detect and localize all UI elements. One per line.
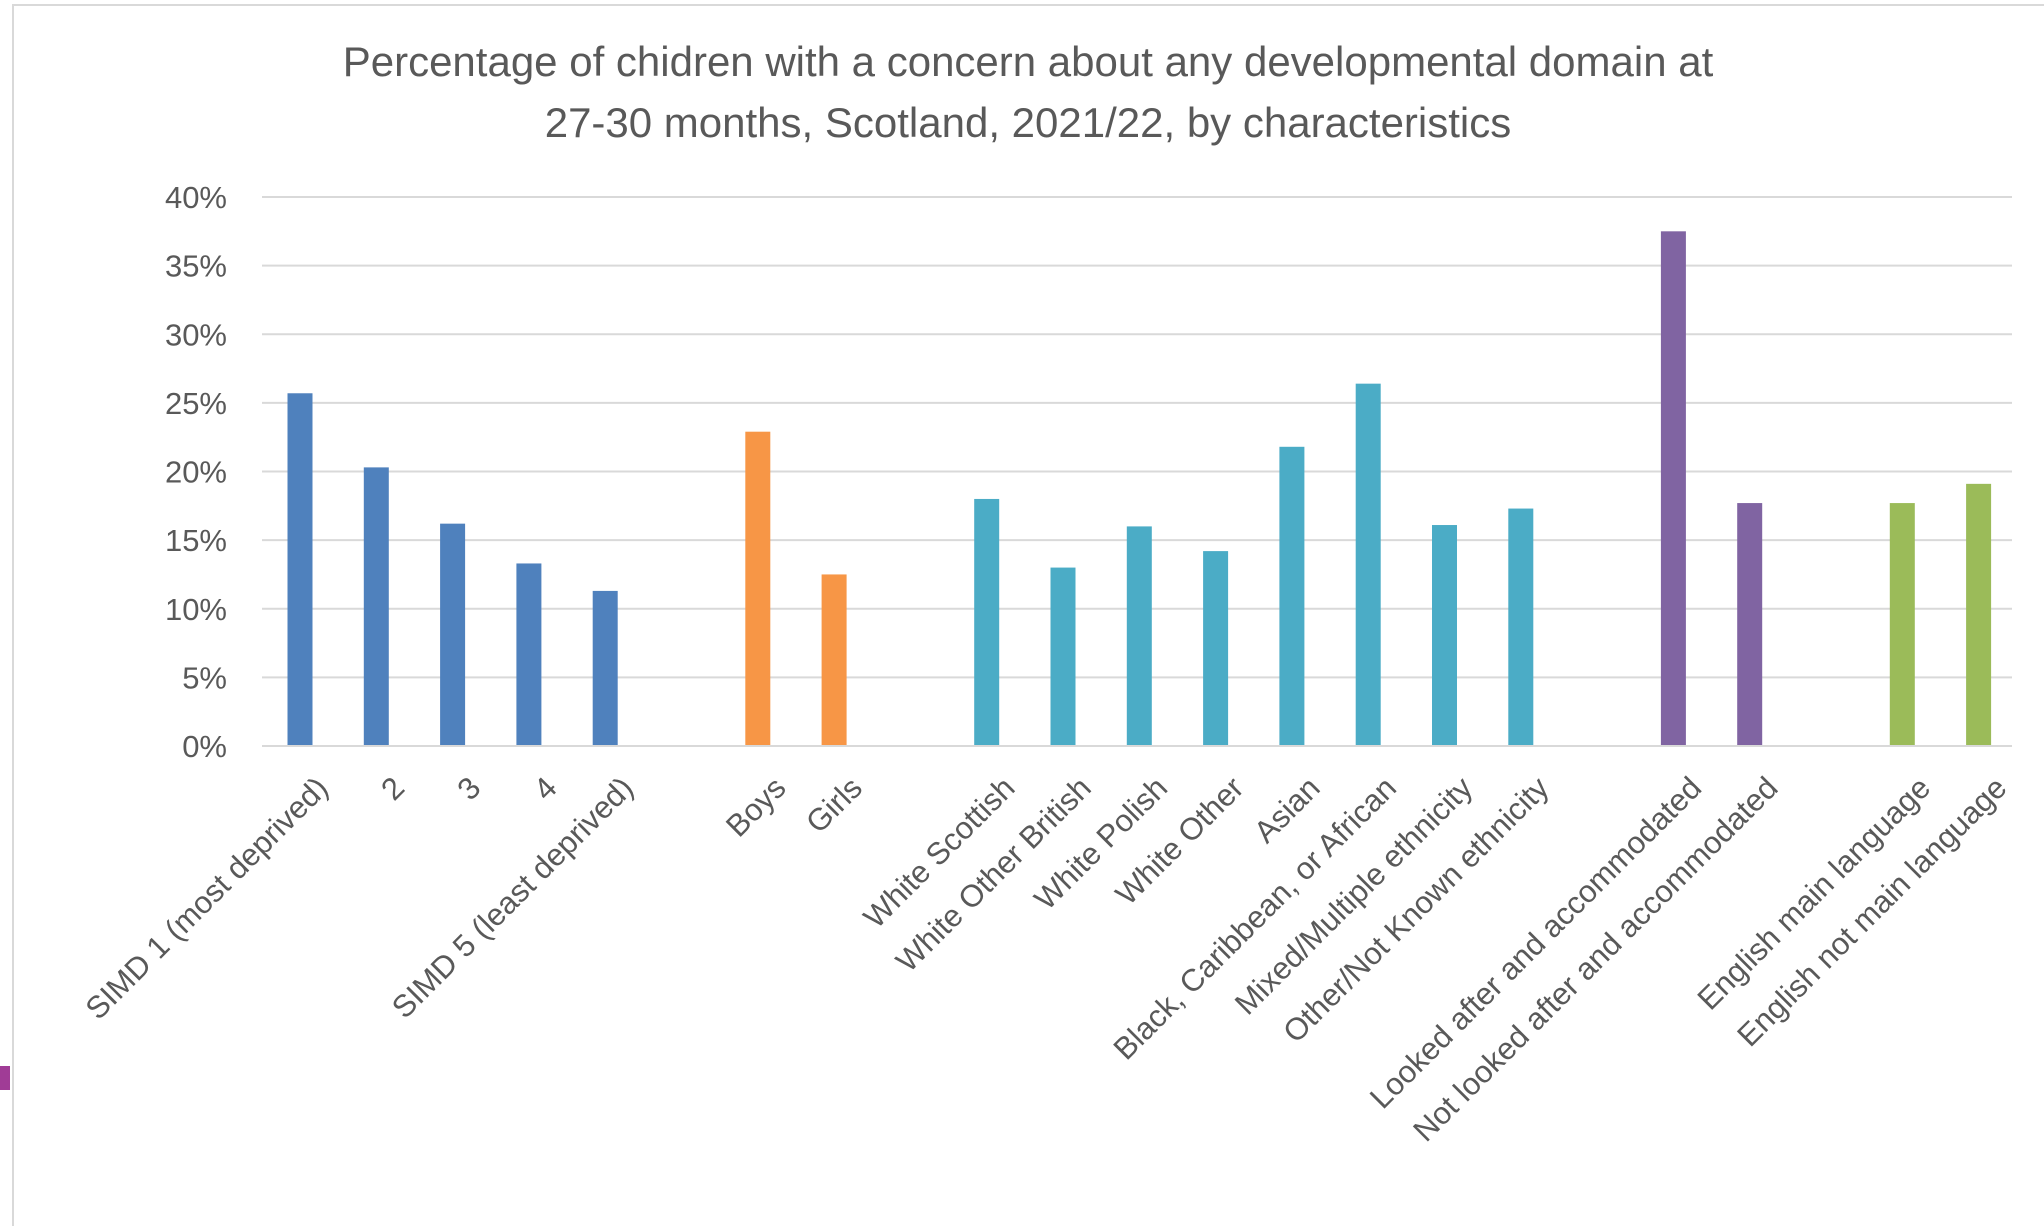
y-tick-label: 5%	[182, 660, 227, 695]
y-tick-label: 25%	[165, 386, 227, 421]
x-category-label: 3	[450, 770, 487, 807]
bar	[1432, 525, 1457, 746]
bar	[974, 498, 1000, 746]
bar	[1889, 503, 1915, 746]
y-tick-label: 35%	[165, 249, 227, 284]
x-category-label: Girls	[799, 770, 869, 840]
bar	[1737, 503, 1763, 746]
bar	[745, 431, 771, 746]
x-category-label: 2	[374, 770, 411, 807]
chart-title-line-1: Percentage of chidren with a concern abo…	[343, 38, 1714, 85]
bar	[1966, 483, 1992, 746]
y-tick-label: 10%	[165, 592, 227, 627]
chart-frame	[12, 4, 2044, 1226]
bar	[592, 590, 618, 746]
bar	[821, 574, 847, 746]
bar	[1660, 231, 1686, 746]
edge-marker	[0, 1066, 10, 1090]
bar	[287, 393, 313, 746]
bar	[440, 523, 466, 746]
bar	[1279, 446, 1305, 746]
bar	[1203, 551, 1229, 746]
gridlines	[262, 196, 2012, 679]
bar	[363, 467, 389, 746]
y-axis-tick-labels: 0% 5% 10% 15% 20% 25% 30% 35% 40%	[165, 180, 227, 764]
bar	[1508, 508, 1534, 746]
chart-title-line-2: 27-30 months, Scotland, 2021/22, by char…	[545, 99, 1512, 146]
x-category-label: SIMD 5 (least deprived)	[385, 770, 640, 1025]
y-tick-label: 0%	[182, 729, 227, 764]
bars	[287, 231, 1992, 746]
y-tick-label: 15%	[165, 523, 227, 558]
bar	[1050, 567, 1076, 746]
chart-title: Percentage of chidren with a concern abo…	[343, 38, 1714, 146]
bar	[1355, 383, 1381, 746]
x-category-label: SIMD 1 (most deprived)	[79, 770, 335, 1026]
bar	[516, 563, 542, 746]
bar	[1126, 526, 1152, 746]
y-tick-label: 30%	[165, 317, 227, 352]
x-category-label: 4	[527, 770, 564, 807]
y-tick-label: 40%	[165, 180, 227, 215]
y-tick-label: 20%	[165, 455, 227, 490]
x-category-label: Boys	[719, 770, 792, 843]
